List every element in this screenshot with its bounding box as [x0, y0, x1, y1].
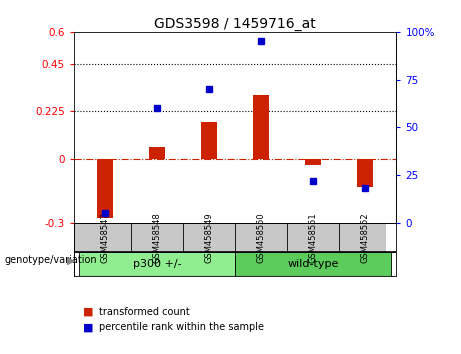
- Text: GSM458547: GSM458547: [100, 212, 110, 263]
- Text: ■: ■: [83, 322, 94, 332]
- Bar: [305, 159, 321, 165]
- Text: transformed count: transformed count: [99, 307, 190, 316]
- Text: GSM458551: GSM458551: [309, 212, 318, 263]
- Bar: [357, 159, 373, 187]
- Text: p300 +/-: p300 +/-: [133, 259, 181, 269]
- Bar: [201, 122, 217, 159]
- Bar: [149, 147, 165, 159]
- Text: GSM458550: GSM458550: [257, 212, 266, 263]
- Text: wild-type: wild-type: [288, 259, 339, 269]
- Text: percentile rank within the sample: percentile rank within the sample: [99, 322, 264, 332]
- Bar: [74, 223, 386, 252]
- Title: GDS3598 / 1459716_at: GDS3598 / 1459716_at: [154, 17, 316, 31]
- Bar: [235, 252, 391, 276]
- Text: GSM458548: GSM458548: [153, 212, 161, 263]
- Text: ■: ■: [83, 307, 94, 316]
- Text: GSM458552: GSM458552: [361, 212, 370, 263]
- Text: genotype/variation: genotype/variation: [5, 255, 97, 265]
- Text: GSM458549: GSM458549: [205, 212, 213, 263]
- Bar: [79, 252, 235, 276]
- Bar: [254, 96, 269, 159]
- Bar: [97, 159, 113, 218]
- Text: ▶: ▶: [67, 255, 76, 265]
